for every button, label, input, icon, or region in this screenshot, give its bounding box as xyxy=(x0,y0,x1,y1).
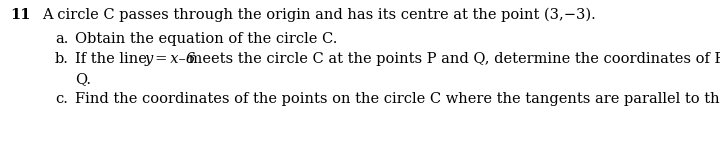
Text: c.: c. xyxy=(55,92,68,106)
Text: b.: b. xyxy=(55,52,69,66)
Text: If the line: If the line xyxy=(75,52,151,66)
Text: A circle C passes through the origin and has its centre at the point (3,−3).: A circle C passes through the origin and… xyxy=(42,8,595,22)
Text: y = x–6: y = x–6 xyxy=(145,52,196,66)
Text: Q.: Q. xyxy=(75,72,91,86)
Text: Find the coordinates of the points on the circle C where the tangents are parall: Find the coordinates of the points on th… xyxy=(75,92,720,106)
Text: Obtain the equation of the circle C.: Obtain the equation of the circle C. xyxy=(75,32,338,46)
Text: 11: 11 xyxy=(10,8,30,22)
Text: meets the circle C at the points P and Q, determine the coordinates of P and: meets the circle C at the points P and Q… xyxy=(184,52,720,66)
Text: a.: a. xyxy=(55,32,68,46)
